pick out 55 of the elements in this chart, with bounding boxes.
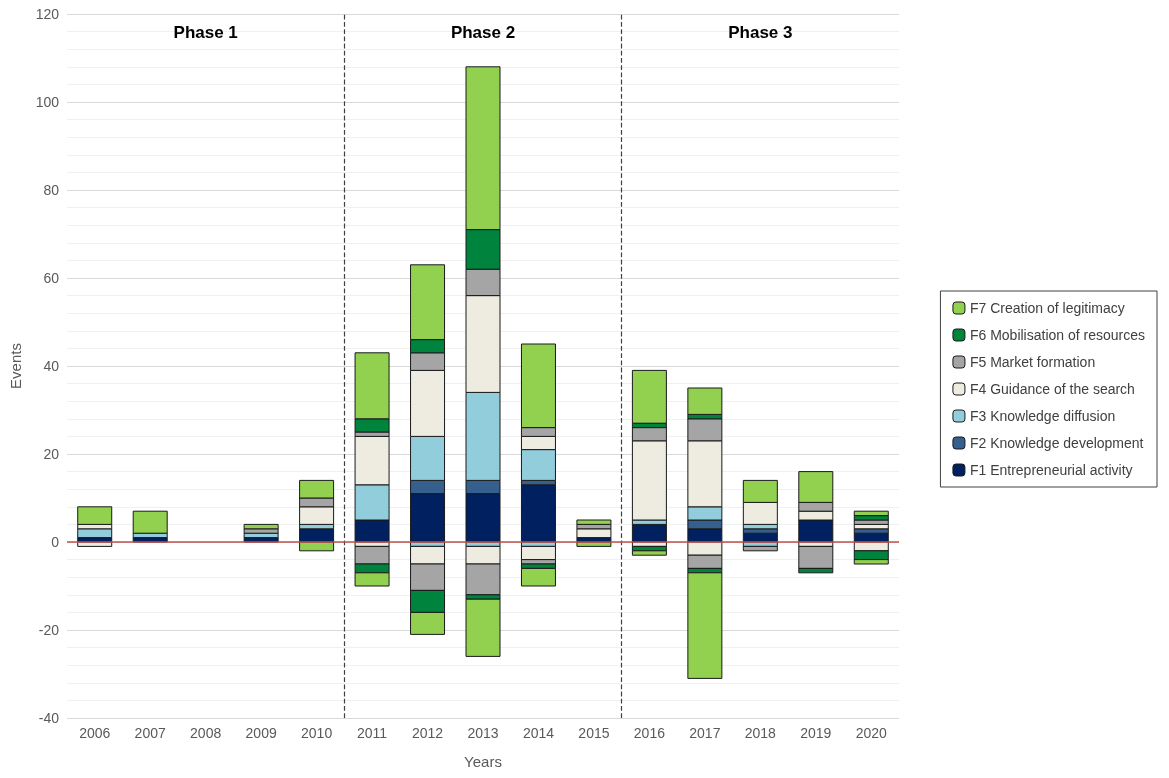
y-tick-label: 20 [43,446,60,462]
y-tick-label: 40 [43,358,60,374]
legend-label: F4 Guidance of the search [969,381,1135,397]
x-tick-label: 2020 [855,725,888,741]
bar [687,387,723,415]
x-tick-label: 2008 [190,725,222,741]
bar [687,572,723,679]
x-tick-label: 2007 [134,725,166,741]
legend-label: F1 Entrepreneurial activity [969,462,1133,478]
bar [576,528,612,539]
x-tick-label: 2018 [744,725,777,741]
y-tick-label: 80 [43,182,60,198]
x-tick-label: 2015 [578,725,610,741]
bar [631,369,667,424]
bar [132,510,168,534]
x-tick-label: 2011 [357,725,388,741]
y-tick-label: 100 [35,94,60,110]
x-tick-label: 2009 [245,725,277,741]
x-tick-label: 2019 [800,725,832,741]
x-tick-label: 2010 [301,725,333,741]
annotation: Phase 1 [173,23,238,42]
y-tick-label: 0 [51,534,60,550]
legend-label: F2 Knowledge development [969,435,1144,451]
y-axis-title: Events [7,343,24,389]
bar [520,484,556,543]
bar [576,519,612,525]
legend-label: F5 Market formation [969,354,1096,370]
bar [853,510,889,517]
y-tick-label: 120 [35,6,60,22]
bar [520,545,556,561]
bar [243,528,279,534]
x-tick-label: 2012 [411,725,444,741]
y-tick-label: -20 [38,622,60,638]
x-tick-label: 2006 [79,725,111,741]
x-tick-label: 2017 [689,725,721,741]
legend-label: F7 Creation of legitimacy [969,300,1125,316]
x-axis-title: Years [464,753,502,770]
legend-label: F3 Knowledge diffusion [969,408,1116,424]
annotation: Phase 2 [450,23,516,42]
bar [77,506,113,525]
bar [742,545,778,552]
annotation: Phase 3 [728,23,793,42]
bar [77,528,113,539]
bar [243,523,279,530]
y-tick-label: 60 [43,270,60,286]
y-tick-label: -40 [38,710,60,726]
bar [853,515,889,521]
bar [520,567,556,587]
bar [631,550,667,556]
legend-label: F6 Mobilisation of resources [969,327,1145,343]
bar [798,545,834,569]
bar [465,598,501,657]
x-tick-label: 2014 [522,725,555,741]
x-tick-label: 2013 [467,725,499,741]
x-tick-label: 2016 [633,725,666,741]
